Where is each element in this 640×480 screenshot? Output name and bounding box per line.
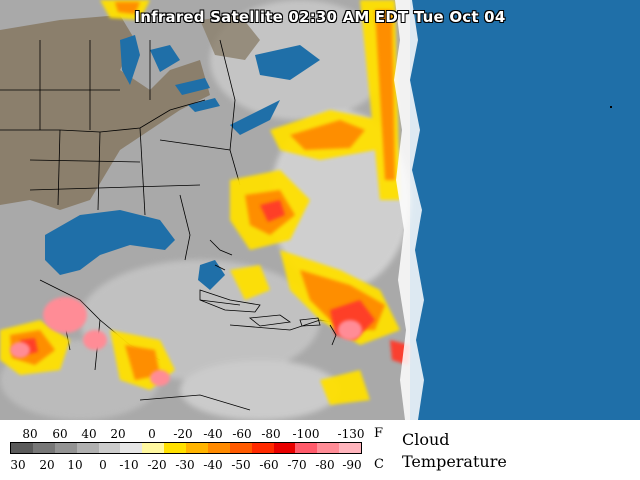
color-swatch xyxy=(32,443,55,453)
color-swatch xyxy=(120,443,143,453)
fahrenheit-tick-label: -80 xyxy=(261,427,281,441)
celsius-tick-label: -10 xyxy=(119,458,139,472)
celsius-tick-label: -30 xyxy=(175,458,195,472)
cloud-edge xyxy=(394,0,424,420)
celsius-tick-label: 20 xyxy=(39,458,55,472)
unit-celsius: C xyxy=(374,457,384,472)
color-swatch xyxy=(11,443,33,453)
celsius-tick-label: 0 xyxy=(99,458,107,472)
color-swatch xyxy=(207,443,230,453)
fahrenheit-tick-label: 0 xyxy=(148,427,156,441)
color-swatch xyxy=(186,443,208,453)
clear-land xyxy=(0,15,260,210)
celsius-tick-label: -20 xyxy=(147,458,167,472)
celsius-tick-label: -80 xyxy=(315,458,335,472)
inland-water xyxy=(45,35,320,290)
color-swatch xyxy=(142,443,165,453)
fahrenheit-tick-label: -40 xyxy=(203,427,223,441)
celsius-tick-label: -40 xyxy=(203,458,223,472)
color-swatch xyxy=(295,443,318,453)
color-swatch xyxy=(76,443,99,453)
islands xyxy=(199,239,337,346)
unit-fahrenheit: F xyxy=(374,426,384,441)
celsius-tick-label: -90 xyxy=(342,458,362,472)
fahrenheit-tick-label: 20 xyxy=(110,427,126,441)
fahrenheit-tick-label: 40 xyxy=(81,427,97,441)
convection-pink xyxy=(10,297,362,386)
fahrenheit-tick-label: 80 xyxy=(22,427,38,441)
fahrenheit-tick-label: 60 xyxy=(52,427,68,441)
color-swatch xyxy=(98,443,121,453)
color-swatch xyxy=(339,443,361,453)
celsius-tick-label: 10 xyxy=(67,458,83,472)
fahrenheit-tick-label: -60 xyxy=(232,427,252,441)
color-swatch xyxy=(164,443,186,453)
open-ocean xyxy=(410,0,640,420)
fahrenheit-tick-label: -20 xyxy=(173,427,193,441)
color-scale-bar xyxy=(10,442,362,454)
color-swatch xyxy=(54,443,77,453)
legend-title-cloud: Cloud xyxy=(402,430,450,449)
fahrenheit-tick-label: -100 xyxy=(292,427,320,441)
celsius-tick-label: -60 xyxy=(259,458,279,472)
celsius-tick-label: 30 xyxy=(10,458,26,472)
color-swatch xyxy=(273,443,296,453)
legend-title-temperature: Temperature xyxy=(402,452,507,471)
celsius-tick-label: -70 xyxy=(287,458,307,472)
satellite-map xyxy=(0,0,640,420)
color-swatch xyxy=(229,443,252,453)
color-swatch xyxy=(251,443,274,453)
fahrenheit-tick-label: -130 xyxy=(337,427,365,441)
map-title: Infrared Satellite 02:30 AM EDT Tue Oct … xyxy=(134,8,506,26)
color-swatch xyxy=(317,443,340,453)
celsius-tick-label: -50 xyxy=(231,458,251,472)
island-dot xyxy=(610,106,612,108)
